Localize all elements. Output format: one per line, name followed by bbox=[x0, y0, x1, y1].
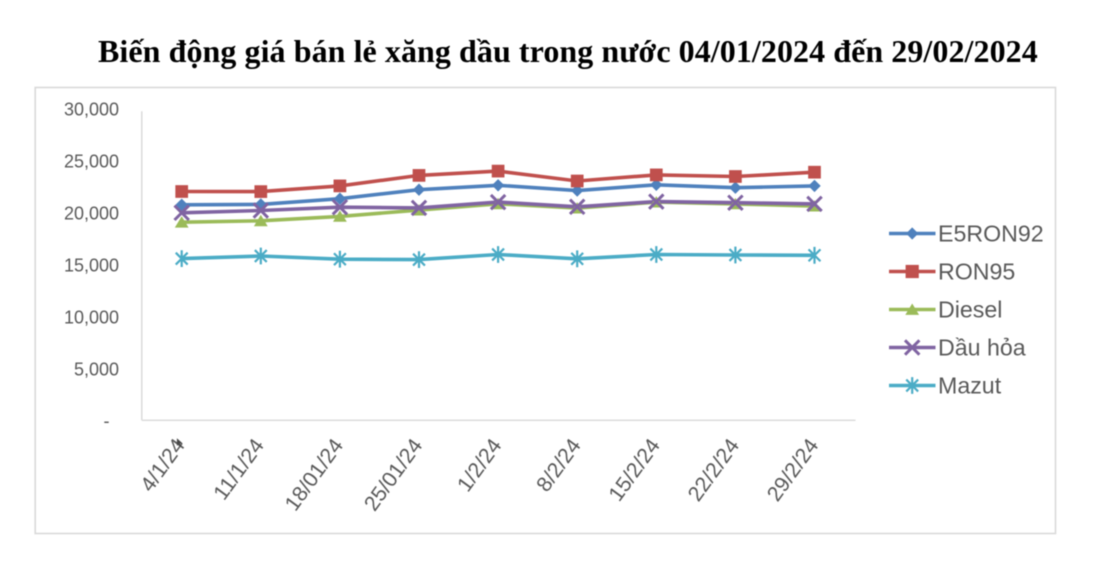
svg-text:8/2/24: 8/2/24 bbox=[532, 434, 586, 496]
svg-text:22/2/24: 22/2/24 bbox=[683, 434, 744, 506]
svg-text:RON95: RON95 bbox=[938, 259, 1015, 285]
svg-text:15,000: 15,000 bbox=[64, 256, 119, 276]
svg-text:25/01/24: 25/01/24 bbox=[359, 434, 427, 515]
svg-text:Dầu hỏa: Dầu hỏa bbox=[938, 335, 1026, 361]
svg-text:-: - bbox=[104, 411, 110, 431]
svg-text:5,000: 5,000 bbox=[74, 360, 119, 380]
svg-text:1/2/24: 1/2/24 bbox=[452, 434, 506, 496]
svg-text:Mazut: Mazut bbox=[938, 373, 1002, 399]
svg-text:18/01/24: 18/01/24 bbox=[280, 434, 348, 515]
svg-text:15/2/24: 15/2/24 bbox=[604, 434, 665, 506]
svg-text:11/1/24: 11/1/24 bbox=[209, 434, 269, 504]
svg-text:30,000: 30,000 bbox=[64, 100, 119, 120]
svg-text:10,000: 10,000 bbox=[64, 308, 119, 328]
svg-text:20,000: 20,000 bbox=[64, 204, 119, 224]
svg-text:E5RON92: E5RON92 bbox=[938, 221, 1044, 247]
svg-text:Diesel: Diesel bbox=[938, 297, 1002, 323]
svg-text:25,000: 25,000 bbox=[64, 152, 119, 172]
svg-text:29/2/24: 29/2/24 bbox=[762, 434, 823, 506]
